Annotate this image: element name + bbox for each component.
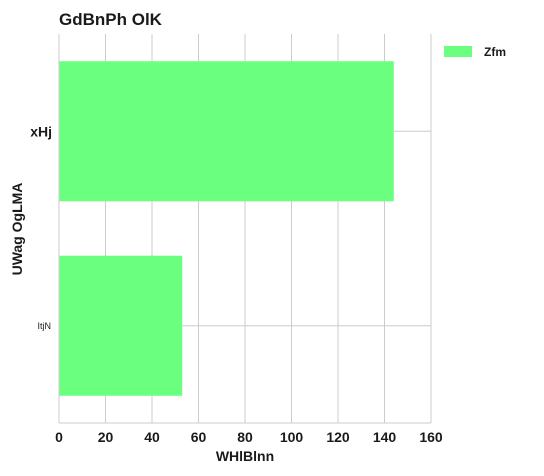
y-axis-label: UWag OgLMA [9, 183, 25, 276]
bar-ItjN [59, 255, 183, 396]
x-tick-labels: 0 20 40 60 80 100 120 140 160 [55, 429, 443, 445]
x-tick-label: 100 [280, 429, 304, 445]
chart-title: GdBnPh OlK [59, 10, 163, 29]
bars [59, 61, 394, 396]
x-tick-label: 40 [144, 429, 160, 445]
x-tick-label: 20 [98, 429, 114, 445]
legend-label: Zfm [484, 45, 506, 59]
x-axis-label: WHlBlnn [216, 448, 274, 464]
x-tick-label: 140 [373, 429, 397, 445]
x-tick-label: 120 [326, 429, 350, 445]
axes [58, 34, 431, 424]
legend: Zfm [444, 45, 506, 59]
y-tick-label: ItjN [38, 321, 52, 331]
x-tick-label: 0 [55, 429, 63, 445]
y-tick-labels: xHj ItjN [30, 123, 52, 331]
x-tick-label: 160 [419, 429, 443, 445]
x-tick-label: 60 [191, 429, 207, 445]
x-tick-label: 80 [237, 429, 253, 445]
bar-xHj [59, 61, 394, 202]
legend-swatch [444, 46, 472, 57]
y-tick-label: xHj [30, 123, 52, 139]
